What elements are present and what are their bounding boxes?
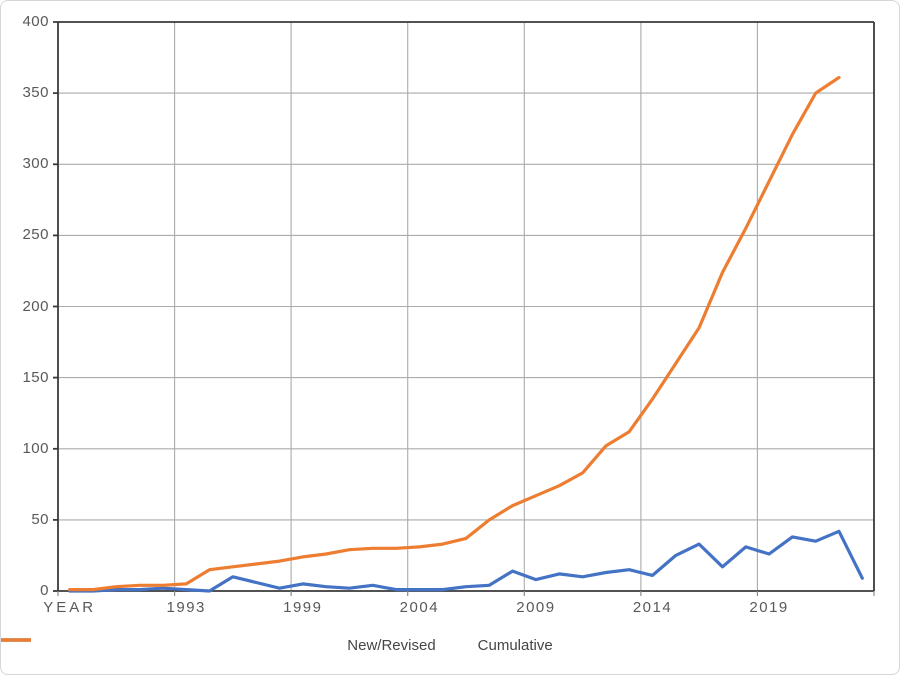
- legend-label: Cumulative: [477, 637, 553, 654]
- legend-line-swatch: [1, 638, 31, 642]
- y-tick-label: 50: [31, 510, 49, 528]
- x-tick-label: 1993: [166, 599, 206, 616]
- x-tick-label: 2014: [632, 599, 673, 616]
- series-line-cumulative: [68, 75, 841, 592]
- y-tick-label: 100: [22, 439, 49, 457]
- y-tick-label: 400: [22, 13, 49, 30]
- legend-item: Cumulative: [1, 637, 553, 654]
- x-tick-label: 2004: [399, 599, 440, 616]
- x-axis-title-year: YEAR: [43, 599, 97, 616]
- y-tick-label: 250: [22, 226, 49, 244]
- x-tick-label: 1999: [283, 599, 323, 616]
- series-line-new-revised: [68, 529, 864, 593]
- legend: New/Revised Cumulative: [1, 637, 899, 654]
- legend-item: New/Revised: [1, 637, 436, 654]
- y-tick-label: 200: [22, 297, 49, 315]
- y-tick-label: 350: [22, 84, 49, 102]
- y-tick-label: 300: [22, 155, 49, 173]
- legend-label: New/Revised: [347, 637, 436, 654]
- y-tick-label: 0: [40, 582, 49, 599]
- x-tick-label: 2019: [749, 599, 789, 616]
- x-tick-label: 2009: [516, 599, 556, 616]
- y-tick-label: 150: [22, 368, 49, 386]
